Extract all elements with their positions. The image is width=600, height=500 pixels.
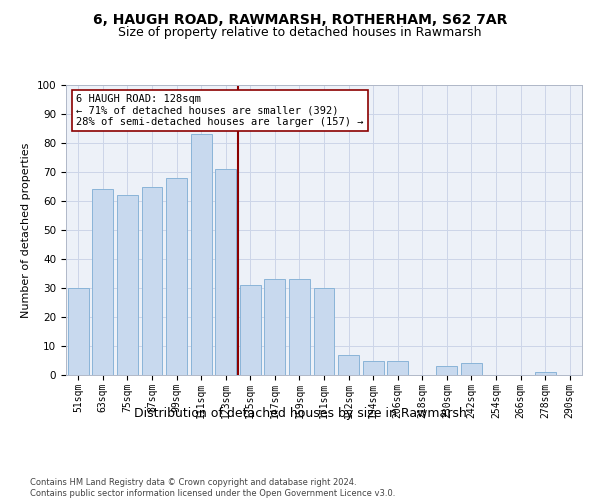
Bar	[142, 186, 163, 375]
Bar	[535, 372, 556, 375]
Bar	[215, 169, 236, 375]
Text: Distribution of detached houses by size in Rawmarsh: Distribution of detached houses by size …	[134, 408, 466, 420]
Bar	[166, 178, 187, 375]
Bar	[92, 190, 113, 375]
Bar	[314, 288, 334, 375]
Text: Size of property relative to detached houses in Rawmarsh: Size of property relative to detached ho…	[118, 26, 482, 39]
Bar	[240, 285, 261, 375]
Y-axis label: Number of detached properties: Number of detached properties	[21, 142, 31, 318]
Bar	[265, 280, 286, 375]
Bar	[289, 280, 310, 375]
Text: 6, HAUGH ROAD, RAWMARSH, ROTHERHAM, S62 7AR: 6, HAUGH ROAD, RAWMARSH, ROTHERHAM, S62 …	[93, 12, 507, 26]
Bar	[461, 364, 482, 375]
Bar	[191, 134, 212, 375]
Text: 6 HAUGH ROAD: 128sqm
← 71% of detached houses are smaller (392)
28% of semi-deta: 6 HAUGH ROAD: 128sqm ← 71% of detached h…	[76, 94, 364, 127]
Bar	[362, 360, 383, 375]
Bar	[387, 360, 408, 375]
Bar	[436, 366, 457, 375]
Bar	[338, 354, 359, 375]
Bar	[117, 195, 138, 375]
Bar	[68, 288, 89, 375]
Text: Contains HM Land Registry data © Crown copyright and database right 2024.
Contai: Contains HM Land Registry data © Crown c…	[30, 478, 395, 498]
